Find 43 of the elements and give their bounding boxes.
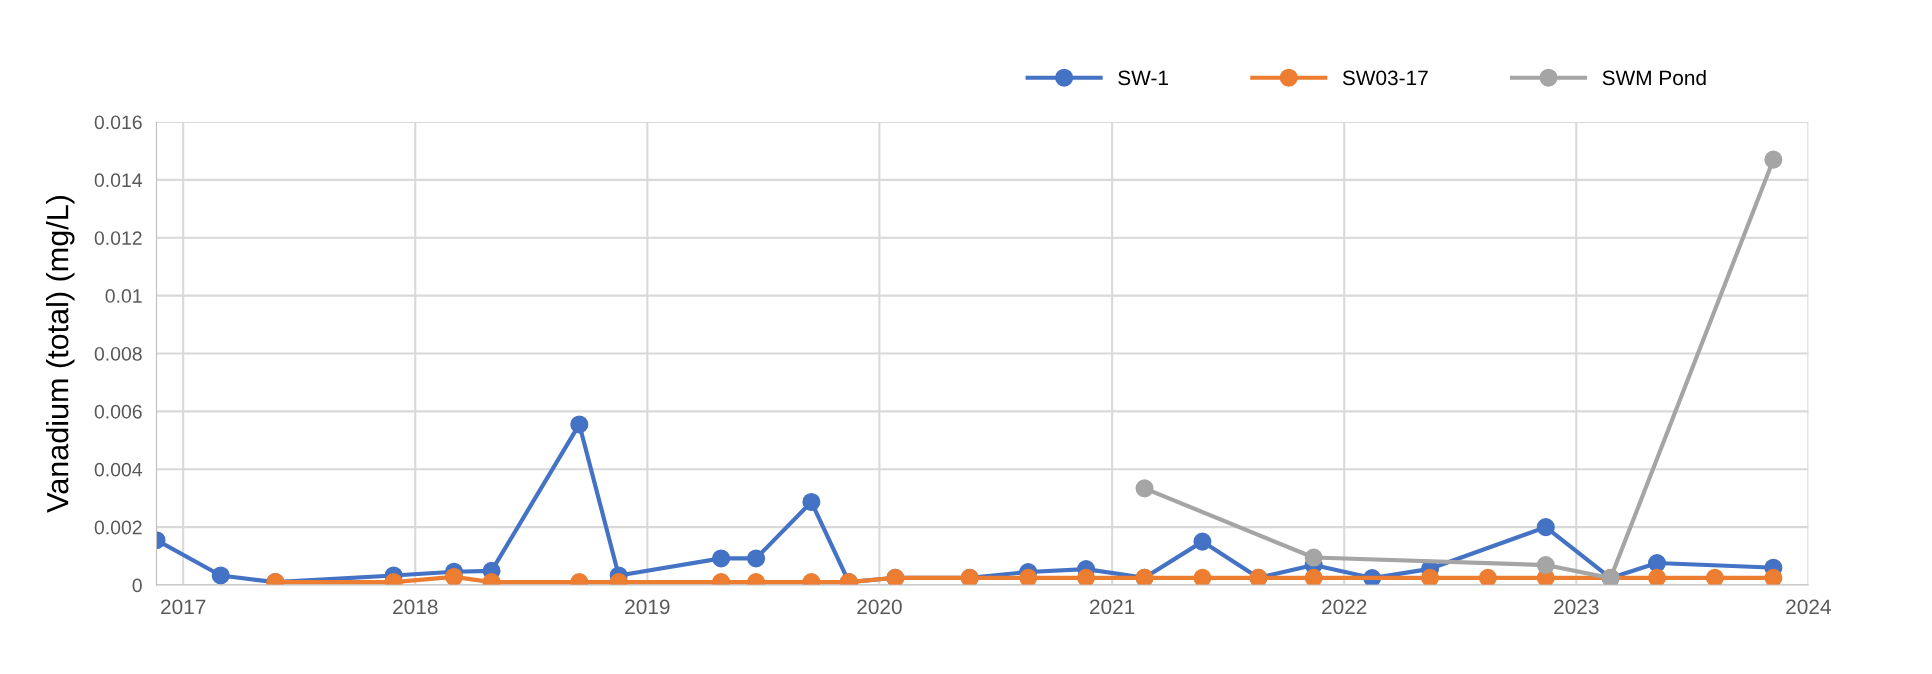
- x-tick-label: 2023: [1554, 599, 1599, 615]
- point: [1304, 548, 1323, 567]
- y-tick-label: 0.006: [94, 404, 142, 419]
- legend-label: SWM Pond: [1602, 69, 1706, 86]
- y-tick-label: 0.014: [94, 173, 143, 188]
- point: [1647, 568, 1667, 586]
- y-tick-label: 0.012: [94, 231, 142, 245]
- point: [1764, 568, 1783, 586]
- point: [1019, 568, 1038, 586]
- x-tick-label: 2024: [1786, 599, 1831, 615]
- point: [211, 566, 230, 585]
- legend-label: SW-1: [1118, 70, 1168, 86]
- point: [1304, 568, 1323, 586]
- point: [1135, 479, 1154, 498]
- point: [802, 492, 821, 512]
- point: [1705, 568, 1724, 586]
- x-tick-label: 2021: [1090, 599, 1135, 615]
- y-tick-label: 0.004: [94, 462, 143, 477]
- point: [712, 549, 731, 568]
- point: [1536, 518, 1555, 537]
- y-tick-label: 0.008: [94, 346, 142, 361]
- x-tick-label: 2018: [393, 599, 438, 615]
- point: [570, 415, 589, 434]
- y-tick-label: 0: [132, 578, 142, 593]
- y-tick-label: 0.002: [94, 520, 142, 535]
- point: [1077, 568, 1096, 586]
- point: [747, 549, 766, 568]
- point: [1421, 568, 1440, 586]
- point: [445, 567, 464, 586]
- point: [1764, 150, 1783, 169]
- x-tick-label: 2022: [1322, 599, 1367, 615]
- point: [1193, 568, 1212, 586]
- y-tick-label: 0.01: [105, 289, 142, 303]
- point: [1536, 556, 1555, 575]
- x-tick-label: 2019: [625, 599, 670, 615]
- point: [1647, 554, 1667, 573]
- point: [1193, 532, 1212, 551]
- y-tick-label: 0.016: [94, 115, 142, 130]
- x-tick-label: 2017: [161, 599, 206, 615]
- x-tick-label: 2020: [857, 599, 902, 615]
- y-axis-title: Vanadium (total) (mg/L): [46, 196, 75, 513]
- legend-label: SW03-17: [1342, 70, 1428, 86]
- point: [1478, 568, 1497, 586]
